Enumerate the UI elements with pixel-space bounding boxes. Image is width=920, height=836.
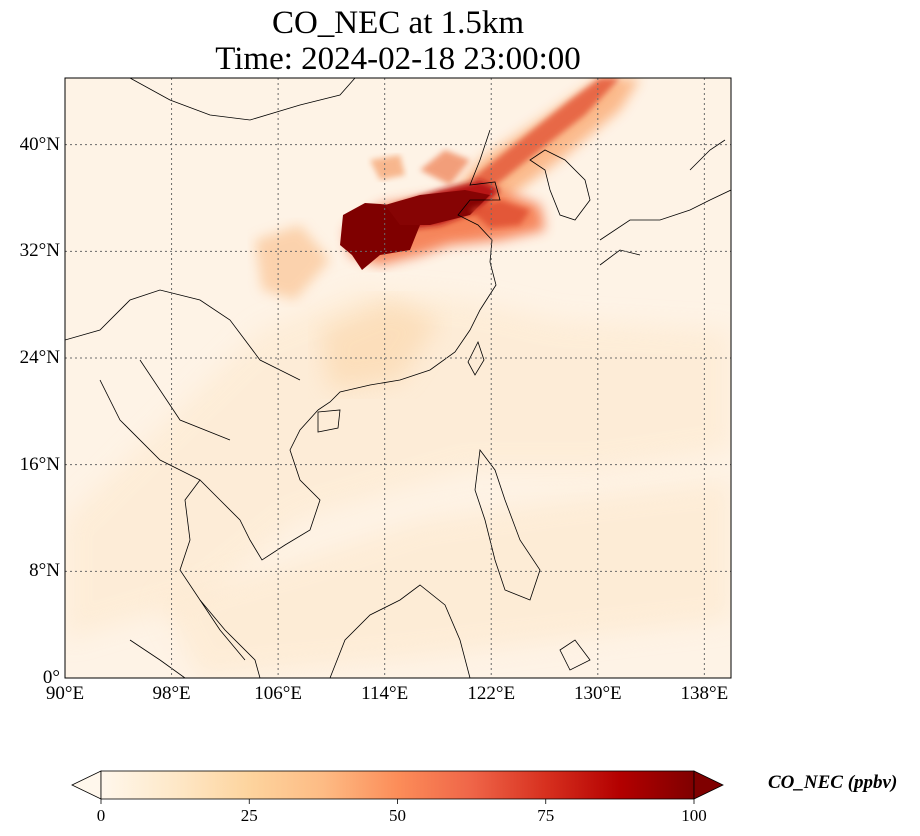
map-frame [64, 77, 732, 679]
lon-tick-label: 138°E [680, 683, 729, 704]
map-title-line2: Time: 2024-02-18 23:00:00 [215, 41, 581, 77]
colorbar-label: CO_NEC (ppbv) [768, 772, 898, 793]
colorbar-tick-label: 50 [389, 806, 406, 825]
lon-tick-label: 98°E [152, 683, 191, 704]
map-title-line1: CO_NEC at 1.5km [271, 5, 525, 41]
colorbar-tick-label: 25 [240, 806, 258, 825]
lat-tick-label: 16°N [19, 453, 60, 475]
lon-tick-label: 114°E [361, 683, 409, 704]
lat-tick-label: 40°N [19, 133, 60, 155]
lat-tick-label: 24°N [19, 347, 60, 368]
lon-tick-label: 130°E [573, 683, 622, 704]
lat-tick-label: 8°N [29, 560, 60, 582]
lon-tick-label: 122°E [467, 683, 516, 704]
colorbar-gradient [100, 770, 695, 800]
colorbar-extend-max [693, 770, 724, 800]
colorbar-tick-label: 75 [537, 806, 555, 825]
coastlines [65, 78, 731, 678]
concentration-field [65, 78, 731, 678]
lon-tick-label: 90°E [45, 683, 85, 704]
colorbar-extend-min [71, 770, 102, 800]
lon-tick-label: 106°E [254, 683, 302, 704]
colorbar [71, 770, 724, 804]
colorbar-tick-label: 100 [681, 806, 707, 825]
colorbar-tick-label: 0 [96, 806, 106, 825]
lat-tick-label: 32°N [19, 240, 60, 262]
lat-tick-label: 0° [42, 667, 60, 688]
